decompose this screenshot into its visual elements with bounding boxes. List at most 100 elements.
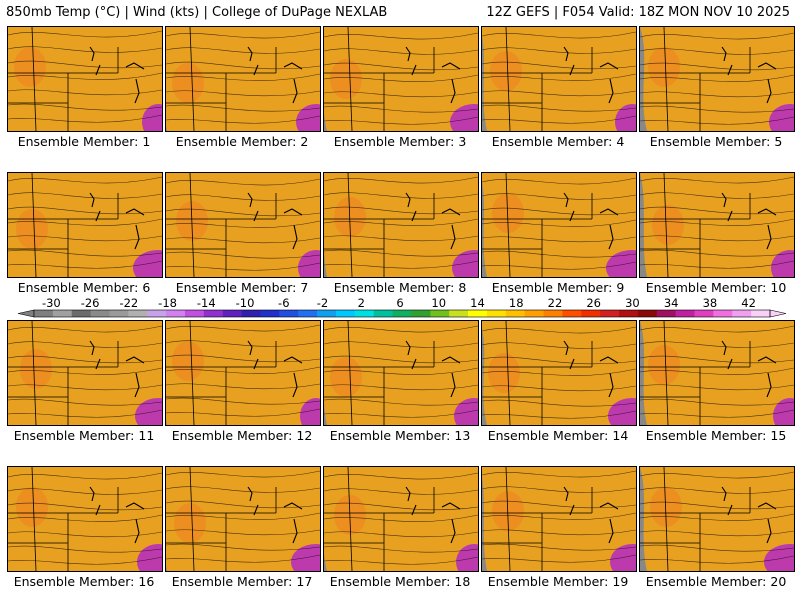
height-contour <box>640 513 794 521</box>
height-contour <box>324 556 478 565</box>
colorbar-tick-label: -30 <box>42 296 61 310</box>
ensemble-member-map <box>481 172 637 278</box>
colorbar-swatch <box>581 310 601 317</box>
height-contour <box>640 116 794 125</box>
ensemble-member-map <box>639 320 795 426</box>
height-contour <box>482 326 636 334</box>
state-boundaries <box>8 467 119 571</box>
height-contour <box>482 73 636 81</box>
colorbar-swatch <box>222 310 243 317</box>
cold-anomaly <box>300 398 320 425</box>
warm-anomaly <box>20 349 52 389</box>
ensemble-member-map <box>323 466 479 572</box>
ensemble-member-map <box>165 466 321 572</box>
temperature-band <box>482 321 636 425</box>
height-contour <box>166 31 320 39</box>
height-contour <box>482 193 636 200</box>
colorbar-tick-label: 30 <box>625 296 640 310</box>
colorbar-swatch <box>203 310 224 317</box>
colorbar-tick-label: 6 <box>396 296 403 310</box>
height-contour <box>482 410 636 419</box>
coastlines-lakes <box>405 340 461 398</box>
colorbar-swatch <box>90 310 110 317</box>
state-boundaries <box>8 173 119 277</box>
colorbar-swatch <box>468 310 488 317</box>
colorbar-swatch <box>637 310 658 317</box>
ensemble-member-label: Ensemble Member: 6 <box>17 280 151 295</box>
ensemble-member-map <box>165 26 321 132</box>
height-contour <box>166 104 320 112</box>
height-contour <box>166 61 320 70</box>
ensemble-member-label: Ensemble Member: 4 <box>491 134 625 149</box>
coastlines-lakes <box>247 192 303 250</box>
height-contour <box>324 398 478 406</box>
cold-anomaly <box>296 104 320 131</box>
cold-anomaly <box>606 250 636 277</box>
height-contour <box>482 61 636 70</box>
warm-anomaly <box>174 503 206 543</box>
colorbar-swatch <box>449 310 469 317</box>
height-contour <box>324 367 478 375</box>
height-contour <box>324 32 478 40</box>
coastlines-lakes <box>563 486 619 544</box>
height-contour <box>166 115 320 124</box>
height-contour <box>8 260 162 269</box>
height-contour <box>482 512 636 520</box>
height-contour <box>482 207 636 216</box>
height-contour <box>8 409 162 418</box>
height-contour <box>8 355 162 364</box>
height-contour <box>640 355 794 364</box>
height-contour <box>324 384 478 391</box>
state-boundaries <box>324 321 435 425</box>
height-contour <box>482 90 636 97</box>
colorbar-swatch <box>298 310 318 317</box>
colorbar-tick-label: -10 <box>236 296 255 310</box>
warm-anomaly <box>330 59 362 99</box>
height-contour <box>166 208 320 217</box>
height-contour <box>640 218 794 226</box>
height-contour <box>8 218 162 226</box>
colorbar-swatch <box>751 310 771 317</box>
height-contour <box>8 341 162 348</box>
height-contour <box>8 30 162 38</box>
ensemble-member-label: Ensemble Member: 2 <box>175 134 309 149</box>
temperature-colorbar: -30 -26 -22 -18 -14 -10 -6 -2 2 6 10 14 18 22 26 30 34 38… <box>0 296 800 320</box>
height-contour <box>324 116 478 125</box>
ensemble-member-map <box>481 320 637 426</box>
height-contour <box>640 32 794 40</box>
height-contour <box>324 325 478 333</box>
colorbar-low-arrow <box>17 309 35 318</box>
ensemble-member-label: Ensemble Member: 10 <box>645 280 787 295</box>
cold-anomaly <box>608 398 636 425</box>
ensemble-member-map <box>639 466 795 572</box>
warm-anomaly <box>16 209 48 249</box>
temperature-band <box>8 467 162 571</box>
colorbar-swatch <box>713 310 733 317</box>
ensemble-member-label: Ensemble Member: 5 <box>649 134 783 149</box>
state-boundaries <box>166 173 277 277</box>
state-boundaries <box>640 321 751 425</box>
height-contour <box>482 529 636 536</box>
warm-anomaly <box>330 357 362 397</box>
cold-anomaly <box>142 104 162 131</box>
height-contour <box>324 502 478 511</box>
height-contour <box>166 220 320 228</box>
height-contour <box>8 46 162 53</box>
height-contour <box>8 488 162 495</box>
ensemble-member-map <box>639 172 795 278</box>
colorbar-swatch <box>279 310 299 317</box>
height-contour <box>482 486 636 493</box>
model-run-valid-time: 12Z GEFS | F054 Valid: 18Z MON NOV 10 20… <box>486 5 790 20</box>
state-boundaries <box>8 27 119 131</box>
height-contour <box>8 114 162 123</box>
state-boundaries <box>640 467 751 571</box>
colorbar-swatch <box>675 310 696 317</box>
colorbar-swatch <box>354 310 375 317</box>
height-contour <box>324 488 478 495</box>
height-contour <box>166 366 320 374</box>
ensemble-member-label: Ensemble Member: 18 <box>329 574 471 589</box>
height-contour <box>640 105 794 113</box>
ensemble-member-map <box>165 172 321 278</box>
colorbar-swatch <box>109 310 129 317</box>
height-contour <box>8 367 162 375</box>
